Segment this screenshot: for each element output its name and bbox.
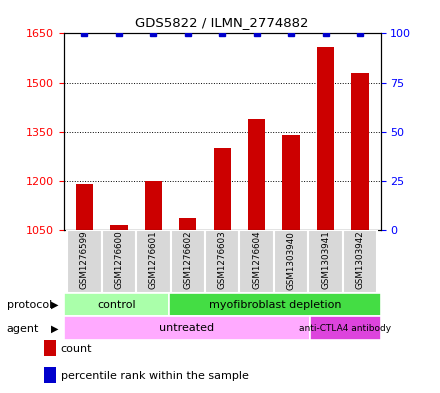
Text: ▶: ▶	[51, 300, 59, 310]
Text: ▶: ▶	[51, 323, 59, 334]
Bar	[213, 148, 231, 230]
Bar	[310, 316, 381, 340]
Bar	[239, 230, 274, 293]
Bar	[76, 184, 93, 230]
Text: GSM1276600: GSM1276600	[114, 231, 123, 290]
Bar	[274, 230, 308, 293]
Bar	[205, 230, 239, 293]
Text: GSM1276602: GSM1276602	[183, 231, 192, 289]
Bar	[282, 135, 300, 230]
Bar	[102, 230, 136, 293]
Bar	[64, 316, 310, 340]
Bar	[171, 230, 205, 293]
Text: count: count	[61, 343, 92, 354]
Text: GSM1303941: GSM1303941	[321, 231, 330, 290]
Text: anti-CTLA4 antibody: anti-CTLA4 antibody	[299, 324, 392, 332]
Text: percentile rank within the sample: percentile rank within the sample	[61, 371, 249, 381]
Bar	[308, 230, 343, 293]
Bar	[110, 225, 128, 230]
Bar	[179, 219, 196, 230]
Text: GSM1276603: GSM1276603	[218, 231, 227, 290]
Bar	[248, 119, 265, 230]
Text: protocol: protocol	[7, 300, 52, 310]
Bar	[64, 293, 169, 316]
Text: GSM1276599: GSM1276599	[80, 231, 89, 289]
Text: control: control	[97, 299, 136, 310]
Title: GDS5822 / ILMN_2774882: GDS5822 / ILMN_2774882	[136, 17, 309, 29]
Text: myofibroblast depletion: myofibroblast depletion	[209, 299, 341, 310]
Text: GSM1303940: GSM1303940	[286, 231, 296, 290]
Text: GSM1276604: GSM1276604	[252, 231, 261, 289]
Bar	[351, 73, 369, 230]
Text: GSM1303942: GSM1303942	[356, 231, 364, 290]
Bar	[169, 293, 381, 316]
Text: untreated: untreated	[159, 323, 215, 333]
Bar	[67, 230, 102, 293]
Bar	[343, 230, 377, 293]
Bar	[136, 230, 171, 293]
Bar	[145, 181, 162, 230]
Text: agent: agent	[7, 323, 39, 334]
Bar	[317, 46, 334, 230]
Text: GSM1276601: GSM1276601	[149, 231, 158, 289]
